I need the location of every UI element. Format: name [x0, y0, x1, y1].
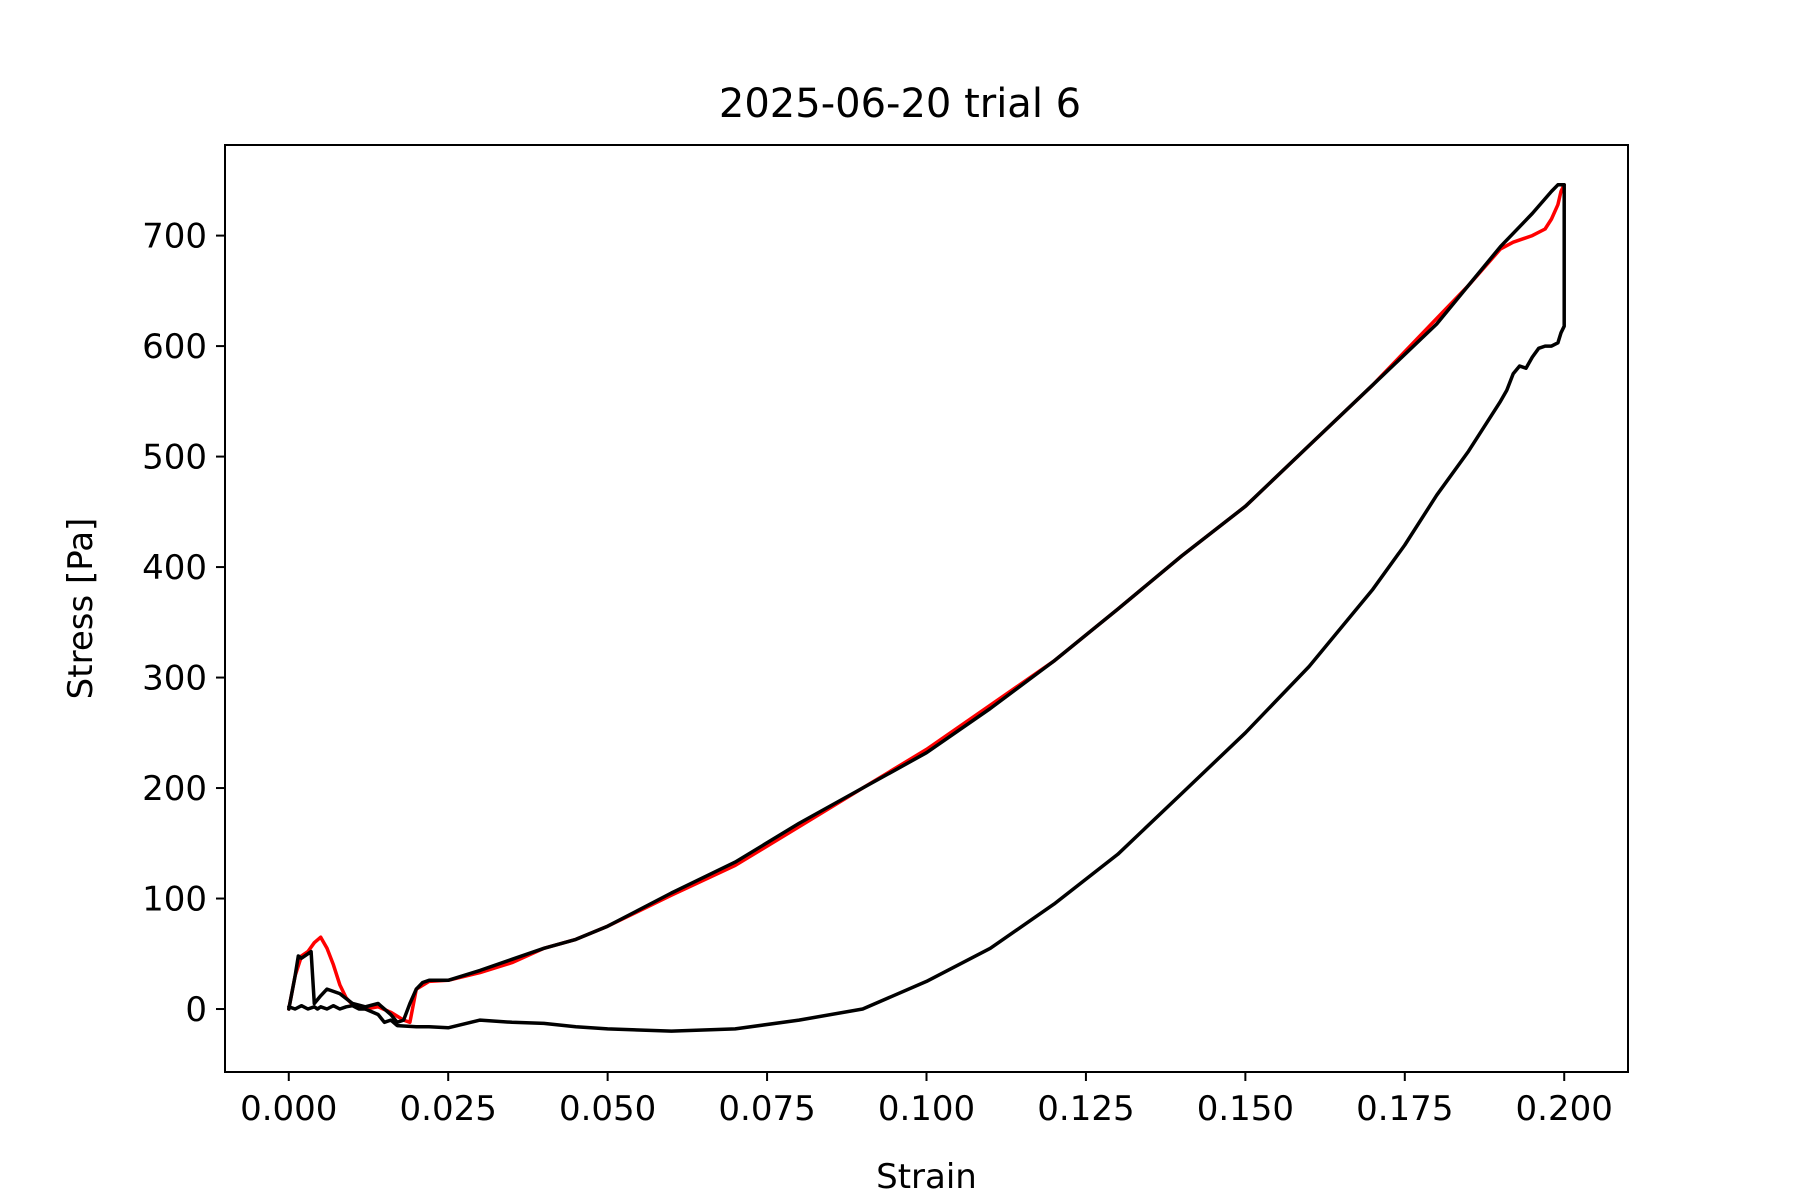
x-tick-label: 0.050 [559, 1089, 656, 1129]
x-tick-label: 0.175 [1356, 1089, 1453, 1129]
x-axis-label: Strain [876, 1157, 977, 1197]
y-axis: 0 100 200 300 400 500 600 700 [142, 217, 225, 1030]
y-tick-label: 700 [142, 217, 207, 257]
y-tick-label: 100 [142, 880, 207, 920]
x-tick-label: 0.075 [718, 1089, 815, 1129]
x-tick-label: 0.150 [1197, 1089, 1294, 1129]
y-tick-label: 0 [185, 990, 207, 1030]
y-tick-label: 300 [142, 659, 207, 699]
y-tick-label: 500 [142, 438, 207, 478]
y-tick-label: 400 [142, 548, 207, 588]
series-line-2 [287, 183, 1566, 1033]
y-axis-label: Stress [Pa] [61, 518, 101, 700]
series-layer [287, 183, 1566, 1033]
x-tick-label: 0.200 [1516, 1089, 1613, 1129]
y-tick-label: 600 [142, 327, 207, 367]
x-tick-label: 0.025 [400, 1089, 497, 1129]
x-tick-label: 0.100 [878, 1089, 975, 1129]
chart-title: 2025-06-20 trial 6 [719, 81, 1081, 127]
x-tick-label: 0.125 [1037, 1089, 1134, 1129]
y-tick-label: 200 [142, 769, 207, 809]
x-tick-label: 0.000 [240, 1089, 337, 1129]
x-axis: 0.000 0.025 0.050 0.075 0.100 0.125 0.150 0.175… [240, 1072, 1613, 1129]
